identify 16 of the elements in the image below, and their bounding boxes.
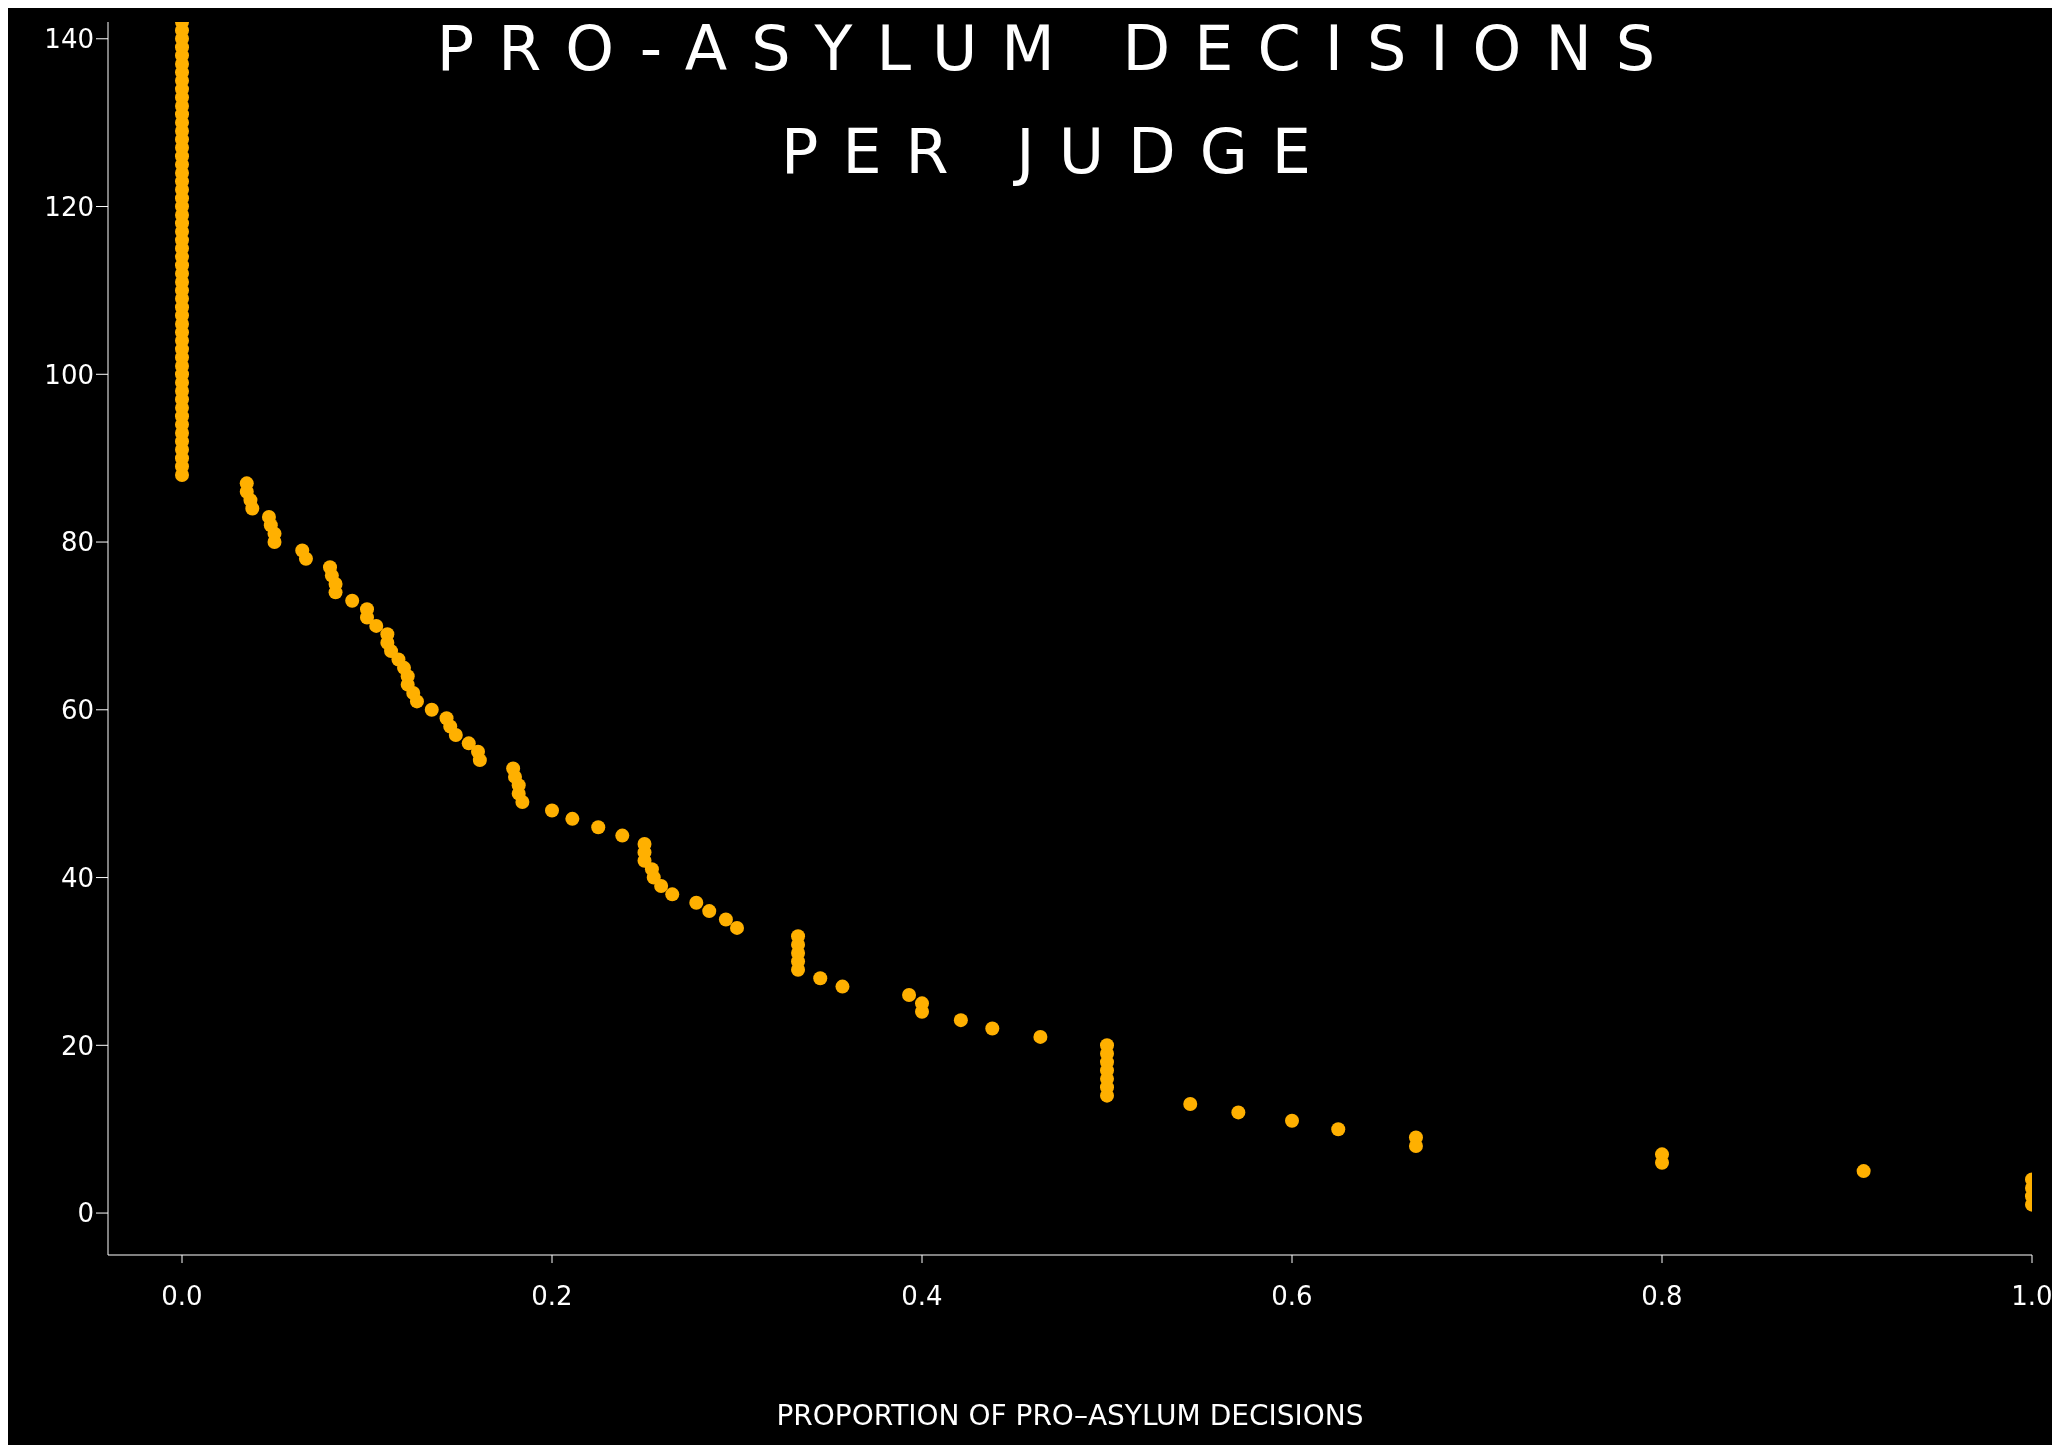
x-tick-label: 0.0	[161, 1281, 203, 1312]
y-tick-label: 140	[44, 24, 94, 55]
y-tick-label: 40	[60, 862, 94, 893]
x-tick-label: 1.0	[2011, 1281, 2053, 1312]
y-tick-label: 80	[60, 527, 94, 558]
x-tick-label: 0.4	[901, 1281, 943, 1312]
x-tick-label: 0.8	[1641, 1281, 1683, 1312]
x-tick-label: 0.2	[531, 1281, 573, 1312]
x-tick-label: 0.6	[1271, 1281, 1313, 1312]
y-tick-label: 120	[44, 191, 94, 222]
y-tick-label: 60	[60, 695, 94, 726]
y-tick-label: 20	[60, 1030, 94, 1061]
y-tick-label: 100	[44, 359, 94, 390]
y-tick-label: 0	[77, 1198, 94, 1229]
text: PRO-ASYLUM DECISIONS PER JUDGE	[436, 12, 1680, 188]
x-axis-title: PROPORTION OF PRO–ASYLUM DECISIONS	[776, 1399, 1364, 1432]
